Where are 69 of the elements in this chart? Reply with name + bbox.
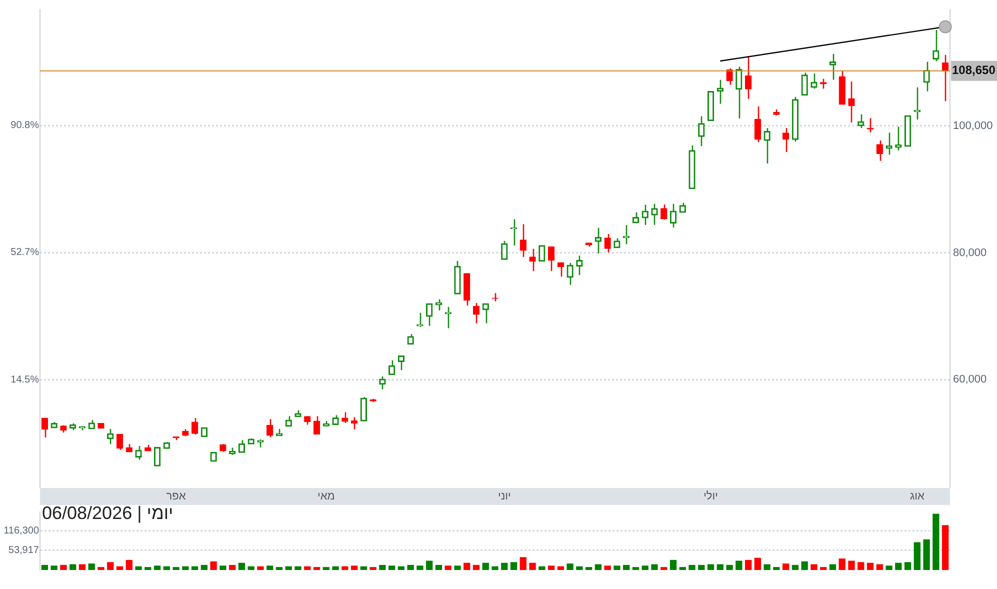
candlestick: [407, 333, 414, 345]
candlestick: [782, 127, 790, 153]
candlestick: [614, 238, 620, 248]
candlestick: [810, 72, 818, 90]
x-tick-label: יוני: [498, 490, 511, 503]
x-tick-label: אוג: [910, 490, 924, 503]
candlestick: [942, 54, 949, 102]
candlestick: [360, 396, 367, 422]
x-tick-label: יולי: [704, 490, 718, 503]
candlestick: [398, 355, 405, 371]
candlestick: [135, 445, 142, 460]
candlestick: [191, 417, 198, 436]
candlestick: [744, 56, 752, 100]
candlestick: [848, 80, 855, 124]
y2-tick-label: 90.8%: [10, 120, 40, 132]
candlestick: [266, 418, 274, 438]
y2-tick-label: 52.7%: [10, 247, 40, 258]
candlestick: [876, 140, 883, 162]
candlestick: [829, 53, 836, 80]
candlestick: [210, 452, 217, 462]
ref-line-label: 108,650: [952, 63, 996, 78]
candlestick: [107, 428, 114, 445]
chart-title: יומי | 06/08/2026: [42, 503, 174, 524]
candlestick: [426, 302, 433, 327]
candlestick: [866, 118, 874, 133]
candlestick: [801, 72, 808, 96]
candlestick: [576, 255, 583, 276]
y-tick-label: 80,000: [953, 246, 987, 259]
candlestick: [313, 416, 320, 435]
candlestick: [238, 439, 246, 454]
x-tick-label: מאי: [317, 490, 335, 503]
candlestick: [604, 233, 611, 254]
candlestick: [858, 114, 864, 129]
x-tick-label: אפר: [166, 490, 186, 503]
candlestick: [116, 434, 124, 451]
candlestick: [379, 376, 386, 390]
y-tick-label: 116,300: [4, 526, 40, 537]
candlestick: [548, 246, 555, 272]
candlestick: [754, 106, 762, 143]
candlestick: [520, 224, 526, 258]
candlestick: [501, 240, 508, 260]
candlestick: [923, 61, 930, 92]
candlestick: [538, 245, 546, 262]
candlestick: [651, 203, 658, 226]
y-tick-label: 60,000: [953, 374, 987, 386]
candlestick: [594, 227, 602, 254]
candlestick: [472, 302, 480, 324]
candlestick: [670, 203, 677, 228]
candlestick: [679, 202, 686, 214]
candlestick: [764, 127, 770, 164]
candlestick: [388, 360, 396, 376]
candlestick: [529, 248, 536, 272]
y2-tick-label: 14.5%: [10, 374, 40, 386]
candlestick: [332, 414, 339, 426]
candlestick: [716, 79, 724, 104]
candlestick: [41, 417, 48, 438]
candlestick: [660, 204, 668, 220]
candlestick: [914, 86, 920, 120]
candlestick: [698, 116, 705, 147]
candlestick: [642, 204, 648, 226]
candlestick: [350, 416, 358, 430]
candlestick: [623, 224, 630, 245]
candlestick: [200, 427, 208, 438]
candlestick: [566, 262, 574, 286]
y-tick-label: 100,000: [953, 120, 993, 132]
y-tick-label: 53,917: [8, 544, 40, 556]
candlestick: [932, 29, 940, 62]
candlestick: [154, 446, 161, 466]
candlestick: [726, 68, 733, 86]
